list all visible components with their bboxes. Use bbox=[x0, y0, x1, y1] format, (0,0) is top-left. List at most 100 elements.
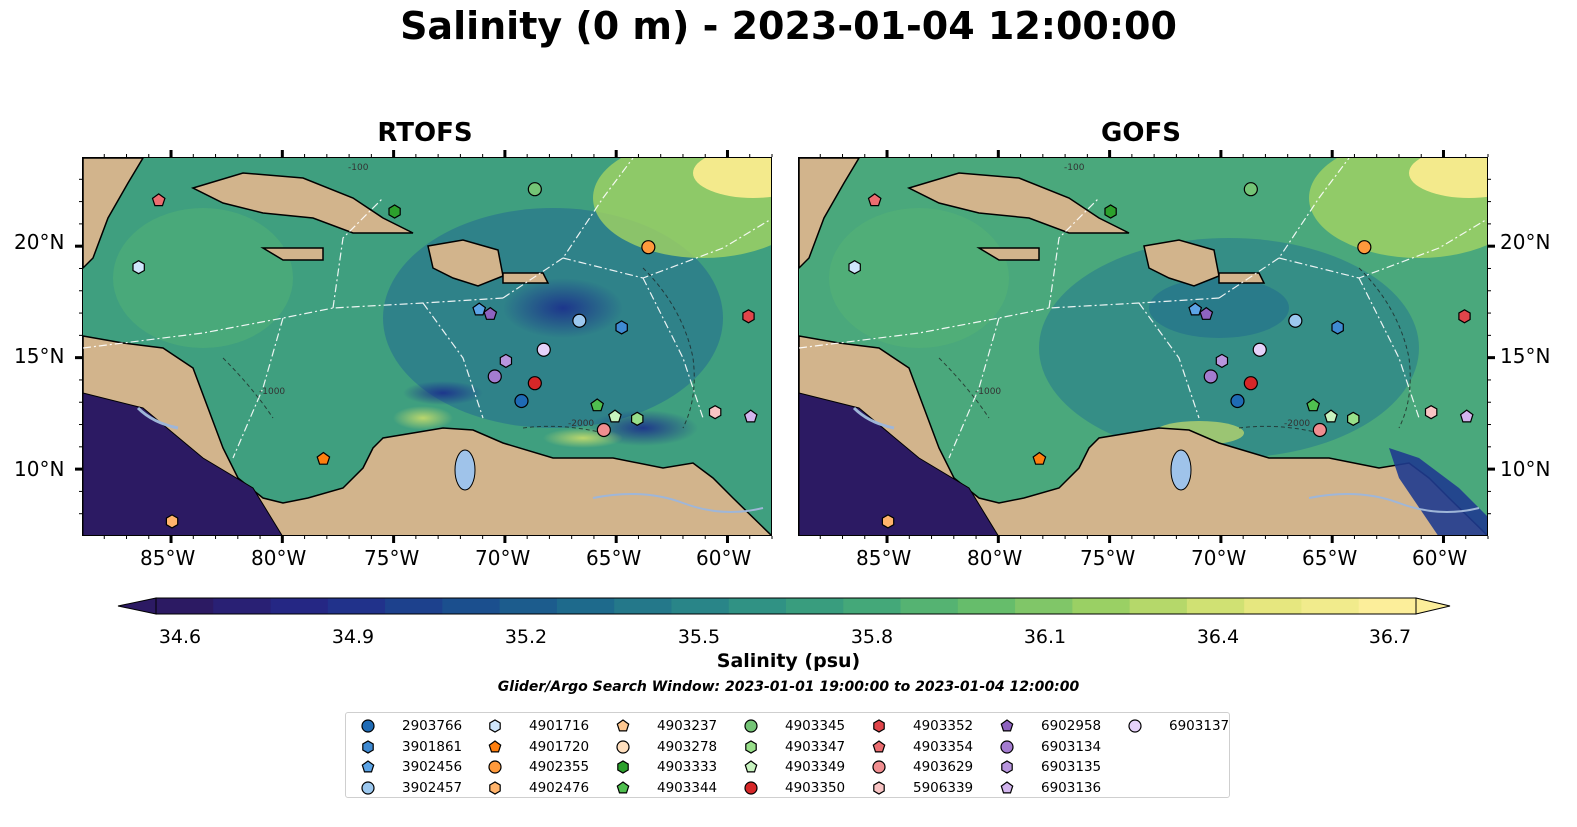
float-marker-4901716 bbox=[848, 260, 861, 275]
colorbar-segment bbox=[1186, 598, 1245, 614]
legend-marker-pentagon-icon bbox=[361, 760, 375, 773]
legend-marker bbox=[1128, 719, 1142, 733]
legend-label: 3902457 bbox=[402, 779, 463, 796]
colorbar-segment bbox=[270, 598, 329, 614]
colorbar-segment bbox=[156, 598, 214, 614]
map-panel-rtofs: -100 -1000 -2000 bbox=[82, 157, 772, 536]
float-marker-6903137 bbox=[1252, 342, 1267, 357]
legend-label: 4903333 bbox=[657, 759, 718, 775]
contour-label: -1000 bbox=[975, 387, 1001, 397]
legend-marker bbox=[488, 760, 502, 774]
float-marker-4903352 bbox=[1458, 309, 1471, 324]
salinity-field bbox=[1149, 278, 1289, 338]
salinity-field bbox=[1409, 158, 1487, 198]
float-marker-2903766 bbox=[514, 393, 529, 409]
legend-marker bbox=[617, 760, 629, 774]
lon-label: 70°W bbox=[1191, 546, 1247, 570]
legend-marker-pentagon-icon bbox=[744, 760, 758, 773]
legend-label: 4902476 bbox=[529, 779, 590, 796]
bathymetry-contours bbox=[938, 267, 1411, 434]
legend-marker bbox=[616, 739, 630, 754]
colorbar-segment bbox=[843, 598, 902, 614]
legend-label: 4901716 bbox=[529, 718, 590, 734]
legend-marker bbox=[361, 719, 375, 733]
float-marker-4903349 bbox=[608, 409, 622, 423]
float-marker-4902476 bbox=[881, 514, 895, 529]
legend-marker-hexagon-icon bbox=[873, 719, 885, 733]
legend-marker-hexagon-icon bbox=[745, 739, 757, 754]
colorbar-tick: 35.8 bbox=[850, 626, 894, 648]
legend-marker-pentagon-icon bbox=[616, 780, 630, 793]
lon-label: 85°W bbox=[140, 546, 196, 570]
float-marker-4901720 bbox=[316, 451, 331, 465]
float-marker-4903333 bbox=[388, 204, 401, 219]
contour-label: -100 bbox=[1064, 163, 1085, 173]
legend-marker-hexagon-icon bbox=[362, 739, 374, 754]
colorbar-segment bbox=[900, 598, 959, 614]
lake-maracaibo bbox=[1170, 449, 1192, 491]
river bbox=[136, 406, 179, 430]
legend-marker bbox=[361, 780, 375, 795]
pacific-ocean bbox=[799, 392, 999, 535]
legend-marker-pentagon-icon bbox=[488, 739, 502, 752]
colorbar-extend-max bbox=[1415, 597, 1451, 615]
colorbar-segment bbox=[671, 598, 730, 614]
colorbar-segment bbox=[442, 598, 501, 614]
orinoco-plume bbox=[1389, 448, 1487, 535]
legend-label: 4903344 bbox=[657, 779, 718, 796]
float-marker-4903354 bbox=[151, 193, 166, 207]
float-marker-4903344 bbox=[590, 398, 605, 412]
float-marker-3901861 bbox=[1331, 320, 1344, 335]
legend-marker bbox=[362, 739, 374, 754]
legend-label: 4903354 bbox=[913, 738, 974, 755]
legend-marker bbox=[616, 780, 630, 793]
panel-title-gofs: GOFS bbox=[1101, 118, 1181, 148]
float-marker-3902457 bbox=[572, 313, 587, 328]
colorbar-segment bbox=[1015, 598, 1073, 614]
colorbar-segment bbox=[1129, 598, 1188, 614]
legend-marker-pentagon-icon bbox=[616, 719, 630, 732]
float-marker-6903135 bbox=[499, 353, 513, 369]
lon-label: 80°W bbox=[967, 546, 1023, 570]
legend-label: 4902355 bbox=[529, 759, 590, 775]
legend-marker-circle-icon bbox=[744, 719, 758, 733]
float-marker-6903137 bbox=[536, 342, 551, 357]
legend-marker bbox=[873, 780, 885, 795]
colorbar-tick: 35.2 bbox=[504, 626, 548, 648]
lon-label: 65°W bbox=[1302, 546, 1358, 570]
legend-label: 4903278 bbox=[657, 738, 718, 755]
legend-marker bbox=[744, 719, 758, 733]
legend-marker bbox=[616, 719, 630, 732]
eez-boundaries bbox=[83, 158, 771, 459]
float-marker-4903352 bbox=[742, 309, 755, 324]
salinity-field bbox=[503, 278, 623, 338]
salinity-field bbox=[543, 428, 623, 448]
lake-maracaibo bbox=[454, 449, 476, 491]
colorbar-segment bbox=[728, 598, 787, 614]
map-panel-gofs: -100 -1000 -2000 bbox=[798, 157, 1488, 536]
salinity-field bbox=[403, 381, 483, 405]
float-marker-4902476 bbox=[165, 514, 179, 529]
contour-label: -2000 bbox=[568, 419, 594, 429]
float-marker-4901720 bbox=[1032, 451, 1047, 465]
contour-label: -1000 bbox=[259, 387, 285, 397]
lat-label: 20°N bbox=[14, 230, 65, 254]
float-marker-4903629 bbox=[596, 422, 611, 438]
colorbar-border bbox=[155, 597, 1417, 615]
float-marker-4903345 bbox=[527, 182, 542, 197]
float-marker-3902457 bbox=[1288, 313, 1303, 328]
legend-marker-hexagon-icon bbox=[489, 780, 501, 795]
colorbar-tick: 35.5 bbox=[677, 626, 721, 648]
float-marker-4903350 bbox=[527, 376, 542, 391]
colorbar-segment bbox=[786, 598, 844, 614]
legend-label: 4903349 bbox=[785, 759, 846, 775]
legend-marker bbox=[489, 780, 501, 795]
legend-label: 3902456 bbox=[402, 759, 463, 775]
legend-marker bbox=[488, 739, 502, 752]
figure-title: Salinity (0 m) - 2023-01-04 12:00:00 bbox=[400, 4, 1177, 48]
colorbar-segment bbox=[1301, 598, 1360, 614]
colorbar-svg bbox=[117, 597, 1451, 615]
float-markers bbox=[848, 182, 1474, 529]
land bbox=[83, 158, 771, 535]
legend-marker bbox=[744, 760, 758, 773]
